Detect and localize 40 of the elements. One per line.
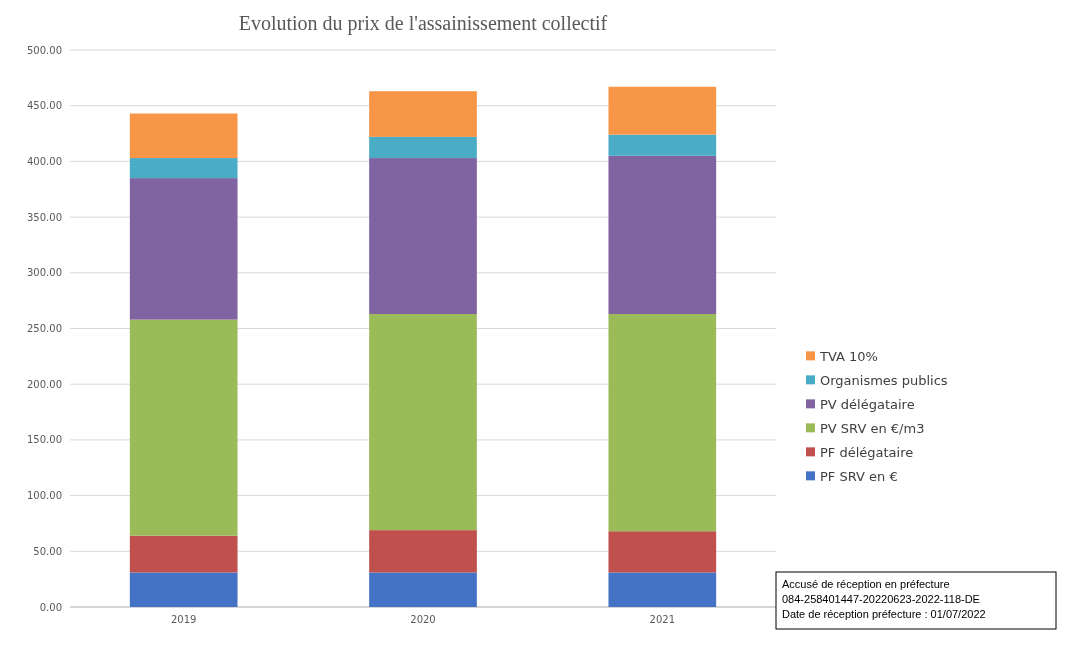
bar — [369, 136, 477, 159]
y-tick-label: 200.00 — [27, 378, 62, 390]
bar — [369, 572, 477, 607]
bar — [129, 319, 238, 536]
legend-label: PV SRV en €/m3 — [820, 420, 925, 436]
y-tick-label: 300.00 — [27, 267, 62, 279]
text: Accusé de réception en préfecture 084-258401447-20220623-2022-118-DE Date de réception préfecture : 01/07/2022 — [782, 578, 986, 620]
bar — [608, 86, 717, 135]
y-tick-label: 0.00 — [39, 601, 62, 613]
legend-label: PV délégataire — [820, 396, 915, 412]
y-tick-label: 100.00 — [27, 490, 62, 502]
y-tick-label: 250.00 — [27, 323, 62, 334]
bar — [608, 134, 717, 156]
bar — [369, 314, 477, 531]
bar — [608, 531, 717, 573]
legend-label: PF SRV en € — [820, 468, 898, 484]
bar — [129, 535, 238, 573]
y-tick-label: 50.00 — [33, 545, 62, 557]
y-tick-label: 400.00 — [27, 155, 62, 167]
bar — [608, 314, 717, 532]
bar — [369, 530, 477, 573]
legend-label: Organismes publics — [820, 372, 948, 388]
legend-label: TVA 10% — [819, 348, 878, 364]
chart-title: Evolution du prix de l'assainissement collectif — [238, 12, 608, 35]
bar — [369, 91, 477, 137]
x-tick-label: 2021 — [649, 614, 676, 625]
bar — [608, 572, 717, 607]
x-tick-label: 2020 — [410, 614, 436, 625]
x-tick-label: 2019 — [170, 614, 197, 625]
y-tick-label: 450.00 — [27, 100, 62, 112]
bar — [129, 572, 238, 607]
bar — [608, 155, 717, 315]
legend-label: PF délégataire — [820, 444, 914, 460]
bar — [129, 113, 238, 159]
bar — [129, 178, 238, 320]
y-tick-label: 500.00 — [27, 44, 62, 56]
bar — [369, 158, 477, 315]
y-tick-label: 350.00 — [27, 211, 62, 223]
bar — [129, 158, 238, 179]
y-tick-label: 150.00 — [27, 434, 62, 446]
